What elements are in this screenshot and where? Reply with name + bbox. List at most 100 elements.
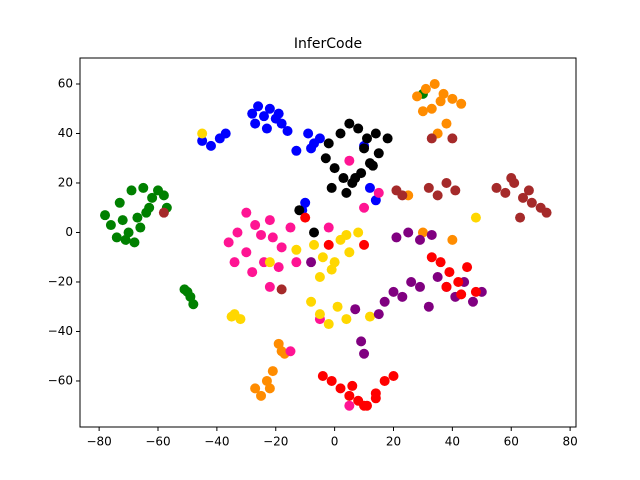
point xyxy=(261,123,272,134)
point xyxy=(129,237,140,248)
point xyxy=(223,237,234,248)
point xyxy=(344,247,355,258)
point xyxy=(306,296,317,307)
point xyxy=(412,91,423,102)
point xyxy=(100,210,111,221)
point xyxy=(447,234,458,245)
point xyxy=(470,286,481,297)
point xyxy=(432,272,443,283)
point xyxy=(256,229,267,240)
point xyxy=(344,400,355,411)
point xyxy=(335,128,346,139)
point xyxy=(220,128,231,139)
point xyxy=(447,133,458,144)
point xyxy=(467,296,478,307)
point xyxy=(429,78,440,89)
point xyxy=(388,371,399,382)
point xyxy=(247,108,258,119)
point xyxy=(179,284,190,295)
x-tick-label: 60 xyxy=(504,435,519,449)
point xyxy=(426,229,437,240)
point xyxy=(135,222,146,233)
point xyxy=(120,234,131,245)
plot-frame xyxy=(79,57,577,428)
point xyxy=(285,346,296,357)
point xyxy=(426,252,437,263)
point xyxy=(420,83,431,94)
point xyxy=(432,190,443,201)
point xyxy=(382,133,393,144)
point xyxy=(523,185,534,196)
x-tick-label: −40 xyxy=(204,435,229,449)
point xyxy=(462,262,473,273)
x-tick-label: −80 xyxy=(86,435,111,449)
point xyxy=(344,390,355,401)
point xyxy=(426,103,437,114)
point xyxy=(317,252,328,263)
point xyxy=(526,197,537,208)
point xyxy=(264,281,275,292)
x-tick-label: −20 xyxy=(263,435,288,449)
point xyxy=(373,309,384,320)
point xyxy=(326,375,337,386)
point xyxy=(241,207,252,218)
point xyxy=(350,304,361,315)
point xyxy=(306,143,317,154)
point xyxy=(117,215,128,226)
point xyxy=(332,301,343,312)
point xyxy=(282,126,293,137)
point xyxy=(359,239,370,250)
point xyxy=(111,232,122,243)
point xyxy=(285,222,296,233)
point xyxy=(353,227,364,238)
y-tick-label: 40 xyxy=(58,126,73,140)
point xyxy=(309,227,320,238)
point xyxy=(370,393,381,404)
point xyxy=(314,309,325,320)
point xyxy=(359,143,370,154)
point xyxy=(364,182,375,193)
point xyxy=(273,262,284,273)
point xyxy=(362,133,373,144)
point xyxy=(144,202,155,213)
point xyxy=(541,207,552,218)
point xyxy=(253,101,264,112)
point xyxy=(423,301,434,312)
point xyxy=(414,234,425,245)
point xyxy=(335,383,346,394)
point xyxy=(314,272,325,283)
point xyxy=(435,96,446,107)
y-tick-label: 0 xyxy=(65,225,73,239)
point xyxy=(226,311,237,322)
point xyxy=(329,257,340,268)
point xyxy=(341,314,352,325)
point xyxy=(317,371,328,382)
point xyxy=(444,267,455,278)
point xyxy=(397,190,408,201)
point xyxy=(309,239,320,250)
point xyxy=(229,257,240,268)
point xyxy=(414,281,425,292)
point xyxy=(441,281,452,292)
x-tick-label: 0 xyxy=(331,435,339,449)
point xyxy=(306,257,317,268)
point xyxy=(364,311,375,322)
point xyxy=(350,173,361,184)
point xyxy=(435,257,446,268)
point xyxy=(267,366,278,377)
point xyxy=(264,383,275,394)
point xyxy=(359,202,370,213)
x-tick-label: 80 xyxy=(562,435,577,449)
point xyxy=(441,118,452,129)
point xyxy=(359,348,370,359)
point xyxy=(291,145,302,156)
point xyxy=(453,276,464,287)
point xyxy=(370,128,381,139)
point xyxy=(338,173,349,184)
point xyxy=(470,212,481,223)
point xyxy=(341,229,352,240)
point xyxy=(347,380,358,391)
point xyxy=(276,242,287,253)
y-tick-label: −60 xyxy=(48,373,73,387)
